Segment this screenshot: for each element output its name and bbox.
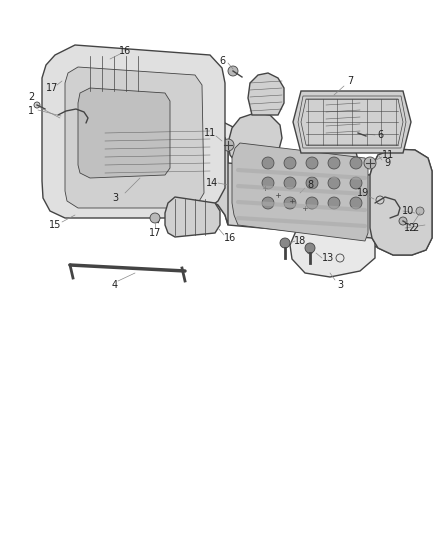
Text: 18: 18 — [294, 236, 306, 246]
Circle shape — [140, 143, 150, 153]
Circle shape — [34, 102, 40, 108]
Circle shape — [284, 157, 296, 169]
Polygon shape — [42, 45, 225, 218]
Text: 4: 4 — [112, 280, 118, 290]
Polygon shape — [232, 143, 368, 241]
Polygon shape — [370, 149, 432, 255]
Text: 14: 14 — [206, 178, 218, 188]
Polygon shape — [90, 98, 218, 185]
Polygon shape — [290, 215, 375, 277]
Circle shape — [228, 66, 238, 76]
Text: 10: 10 — [402, 206, 414, 216]
Polygon shape — [165, 197, 220, 237]
Circle shape — [262, 157, 274, 169]
Circle shape — [274, 191, 282, 199]
Text: 17: 17 — [149, 228, 161, 238]
Polygon shape — [65, 67, 204, 208]
Circle shape — [305, 243, 315, 253]
Circle shape — [150, 213, 160, 223]
Circle shape — [288, 197, 296, 205]
Text: 12: 12 — [404, 223, 416, 233]
Text: 11: 11 — [204, 128, 216, 138]
Polygon shape — [228, 113, 282, 168]
Circle shape — [306, 177, 318, 189]
Circle shape — [262, 197, 274, 209]
Polygon shape — [350, 183, 422, 248]
Polygon shape — [208, 123, 238, 153]
Polygon shape — [308, 138, 358, 185]
Text: 8: 8 — [307, 180, 313, 190]
Text: 3: 3 — [112, 193, 118, 203]
Circle shape — [284, 177, 296, 189]
Circle shape — [350, 157, 362, 169]
Text: 2: 2 — [412, 223, 418, 233]
Circle shape — [328, 177, 340, 189]
Polygon shape — [293, 91, 411, 153]
Circle shape — [261, 184, 269, 192]
Text: 1: 1 — [28, 106, 34, 116]
Circle shape — [262, 177, 274, 189]
Polygon shape — [78, 88, 170, 178]
Circle shape — [328, 197, 340, 209]
Circle shape — [353, 128, 363, 138]
Polygon shape — [270, 185, 308, 206]
Circle shape — [172, 162, 178, 168]
Circle shape — [222, 139, 234, 151]
Polygon shape — [80, 56, 150, 93]
Text: 6: 6 — [219, 56, 225, 66]
Circle shape — [350, 177, 362, 189]
Text: 16: 16 — [119, 46, 131, 56]
Circle shape — [364, 157, 376, 169]
Circle shape — [284, 197, 296, 209]
Text: 2: 2 — [28, 92, 34, 102]
Circle shape — [60, 73, 70, 83]
Circle shape — [387, 232, 393, 238]
Text: 15: 15 — [49, 220, 61, 230]
Text: 16: 16 — [224, 233, 236, 243]
Polygon shape — [270, 157, 308, 178]
Circle shape — [301, 204, 309, 212]
Polygon shape — [324, 93, 362, 140]
Text: 9: 9 — [384, 158, 390, 168]
Circle shape — [416, 207, 424, 215]
Polygon shape — [248, 73, 284, 115]
Polygon shape — [158, 128, 228, 225]
Circle shape — [399, 217, 407, 225]
Text: 6: 6 — [377, 130, 383, 140]
Circle shape — [306, 157, 318, 169]
Text: 13: 13 — [322, 253, 334, 263]
Text: 7: 7 — [347, 76, 353, 86]
Circle shape — [280, 238, 290, 248]
Text: 17: 17 — [46, 83, 58, 93]
Text: 19: 19 — [357, 188, 369, 198]
Circle shape — [136, 139, 154, 157]
Text: 3: 3 — [337, 280, 343, 290]
Circle shape — [328, 157, 340, 169]
Circle shape — [306, 197, 318, 209]
Polygon shape — [158, 128, 432, 255]
Circle shape — [350, 197, 362, 209]
Text: 11: 11 — [382, 150, 394, 160]
